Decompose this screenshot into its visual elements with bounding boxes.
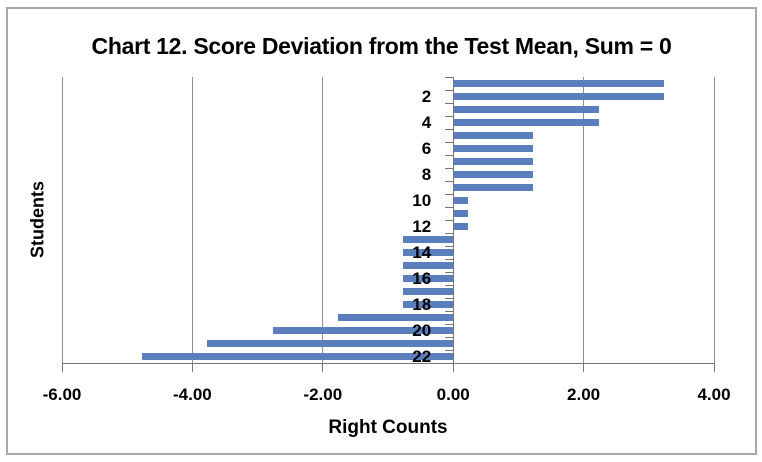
bar-student-6 bbox=[453, 145, 534, 152]
category-axis-tick bbox=[445, 310, 454, 312]
category-axis-tick bbox=[445, 232, 454, 234]
x-axis-tick--4 bbox=[191, 363, 193, 372]
category-axis-tick bbox=[445, 141, 454, 143]
category-axis-tick bbox=[445, 115, 454, 117]
plot-area bbox=[61, 76, 715, 372]
bar-student-21 bbox=[207, 340, 454, 347]
x-axis-line bbox=[62, 363, 714, 364]
x-axis-tick-0 bbox=[452, 363, 454, 372]
bar-student-5 bbox=[453, 132, 534, 139]
category-axis-tick bbox=[445, 206, 454, 208]
bar-student-10 bbox=[453, 197, 469, 204]
gridline-x--2 bbox=[322, 77, 324, 363]
x-axis-tick--6 bbox=[61, 363, 63, 372]
category-axis-tick bbox=[445, 271, 454, 273]
chart-border-frame: Chart 12. Score Deviation from the Test … bbox=[6, 7, 757, 455]
category-axis-tick bbox=[445, 128, 454, 130]
y-tick-label-22: 22 bbox=[412, 346, 432, 366]
x-tick-label-2.00: 2.00 bbox=[567, 385, 601, 404]
bar-student-7 bbox=[453, 158, 534, 165]
category-axis-tick bbox=[445, 102, 454, 104]
bar-student-19 bbox=[337, 314, 454, 321]
category-axis-tick bbox=[445, 193, 454, 195]
bar-student-16 bbox=[402, 275, 454, 282]
gridline-x-4 bbox=[713, 77, 715, 363]
x-axis-tick-2 bbox=[583, 363, 585, 372]
y-tick-label-20: 20 bbox=[412, 320, 432, 340]
x-tick-label--6.00: -6.00 bbox=[42, 385, 82, 404]
category-axis-tick bbox=[445, 323, 454, 325]
bar-student-15 bbox=[402, 262, 454, 269]
y-tick-label-6: 6 bbox=[421, 138, 432, 158]
bar-student-14 bbox=[402, 249, 454, 256]
bar-student-13 bbox=[402, 236, 454, 243]
category-axis-tick bbox=[445, 180, 454, 182]
bar-student-2 bbox=[453, 93, 664, 100]
bar-student-8 bbox=[453, 171, 534, 178]
x-tick-label-0.00: 0.00 bbox=[436, 385, 470, 404]
bar-student-18 bbox=[402, 301, 454, 308]
bar-student-4 bbox=[453, 119, 599, 126]
bar-student-20 bbox=[272, 327, 454, 334]
x-tick-label--2.00: -2.00 bbox=[303, 385, 343, 404]
bar-student-22 bbox=[142, 353, 454, 360]
gridline-x-2 bbox=[583, 77, 585, 363]
category-axis-tick bbox=[445, 297, 454, 299]
x-axis-title: Right Counts bbox=[328, 417, 448, 438]
category-axis-tick bbox=[445, 167, 454, 169]
gridline-x--6 bbox=[61, 77, 63, 363]
y-tick-label-16: 16 bbox=[412, 268, 432, 288]
y-tick-label-2: 2 bbox=[421, 86, 432, 106]
bar-student-17 bbox=[402, 288, 454, 295]
gridline-x--4 bbox=[191, 77, 193, 363]
bar-student-1 bbox=[453, 80, 664, 87]
category-axis-tick bbox=[445, 336, 454, 338]
y-axis-title: Students bbox=[27, 181, 48, 259]
x-tick-label-4.00: 4.00 bbox=[697, 385, 731, 404]
category-axis-tick bbox=[445, 284, 454, 286]
category-axis-tick bbox=[445, 89, 454, 91]
category-axis-tick bbox=[445, 154, 454, 156]
y-tick-label-4: 4 bbox=[421, 112, 432, 132]
y-tick-label-8: 8 bbox=[421, 164, 432, 184]
bar-student-11 bbox=[453, 210, 469, 217]
bar-student-9 bbox=[453, 184, 534, 191]
y-tick-label-12: 12 bbox=[412, 216, 432, 236]
y-tick-label-18: 18 bbox=[412, 294, 432, 314]
category-axis-tick bbox=[445, 349, 454, 351]
category-axis-tick bbox=[445, 245, 454, 247]
bar-student-3 bbox=[453, 106, 599, 113]
category-axis-line bbox=[452, 77, 454, 363]
category-axis-tick bbox=[445, 219, 454, 221]
category-axis-tick bbox=[445, 76, 454, 78]
category-axis-tick bbox=[445, 258, 454, 260]
bar-student-12 bbox=[453, 223, 469, 230]
x-axis-tick--2 bbox=[322, 363, 324, 372]
y-tick-label-10: 10 bbox=[412, 190, 432, 210]
x-axis-tick-4 bbox=[713, 363, 715, 372]
x-tick-label--4.00: -4.00 bbox=[173, 385, 212, 404]
y-tick-label-14: 14 bbox=[412, 242, 432, 262]
chart-title: Chart 12. Score Deviation from the Test … bbox=[91, 33, 672, 59]
